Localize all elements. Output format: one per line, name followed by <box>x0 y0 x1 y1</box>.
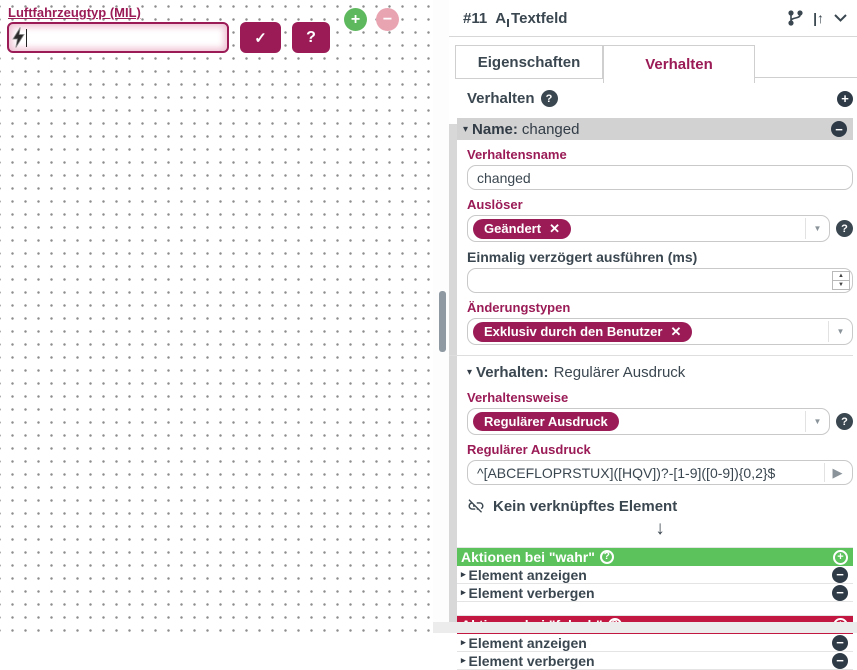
panel-header: #11 A Textfeld |↑ <box>449 0 857 37</box>
behavior-mode-section-label: Verhalten: <box>476 364 549 381</box>
dropdown-caret-icon[interactable]: ▼ <box>805 411 829 432</box>
mode-label: Verhaltensweise <box>467 390 853 405</box>
behavior-name-label: Verhaltensname <box>467 147 853 162</box>
change-types-label: Änderungstypen <box>467 300 853 315</box>
tab-eigenschaften[interactable]: Eigenschaften <box>455 45 603 79</box>
chevron-down-icon[interactable] <box>834 14 847 22</box>
actions-true-header: Aktionen bei "wahr" ? + <box>457 547 853 566</box>
action-label: Element verbergen <box>469 585 595 601</box>
trigger-tag: Geändert ✕ <box>473 219 571 239</box>
behavior-tab-content: Verhalten ? + ▾ Name: changed − Verhalte… <box>449 90 857 670</box>
canvas-scrollbar[interactable] <box>433 0 449 633</box>
delay-input[interactable] <box>467 268 853 293</box>
name-section-value: changed <box>522 121 580 138</box>
tab-verhalten[interactable]: Verhalten <box>603 45 755 83</box>
delay-label: Einmalig verzögert ausführen (ms) <box>467 249 853 265</box>
trigger-label: Auslöser <box>467 197 853 212</box>
move-up-icon[interactable]: |↑ <box>813 10 824 26</box>
textfield-icon: A <box>495 10 509 27</box>
action-row[interactable]: ▸ Element verbergen − <box>457 584 853 602</box>
lightning-icon <box>12 27 25 48</box>
linked-element-row: Kein verknüpftes Element <box>467 497 853 515</box>
regex-label: Regulärer Ausdruck <box>467 442 853 457</box>
field-label: Luftfahrzeugtyp (MIL) <box>8 5 141 20</box>
element-id: #11 <box>463 10 487 27</box>
expand-icon[interactable]: ▸ <box>461 569 466 580</box>
collapse-icon[interactable]: ▾ <box>463 124 468 135</box>
remove-behavior-button[interactable]: − <box>831 121 847 137</box>
expand-icon[interactable]: ▸ <box>461 587 466 598</box>
behavior-mode-section-header[interactable]: ▾ Verhalten: Regulärer Ausdruck <box>449 355 853 383</box>
flow-down-arrow: ↓ <box>467 518 853 540</box>
change-types-select[interactable]: Exklusiv durch den Benutzer ✕ ▼ <box>467 318 853 345</box>
form-canvas[interactable]: Luftfahrzeugtyp (MIL) ✓ ? + − <box>0 0 433 633</box>
remove-action-button[interactable]: − <box>832 585 848 601</box>
action-label: Element verbergen <box>469 653 595 669</box>
scrollbar-thumb[interactable] <box>439 291 446 352</box>
element-type-title: Textfeld <box>511 10 567 27</box>
action-row[interactable]: ▸ Element verbergen − <box>457 652 853 670</box>
text-cursor <box>26 29 27 47</box>
action-row[interactable]: ▸ Element anzeigen − <box>457 634 853 652</box>
expand-icon[interactable]: ▸ <box>461 637 466 648</box>
action-label: Element anzeigen <box>469 635 587 651</box>
behavior-mode-section-value: Regulärer Ausdruck <box>554 364 686 381</box>
dropdown-caret-icon[interactable]: ▼ <box>828 321 852 342</box>
remove-tag-icon[interactable]: ✕ <box>549 221 560 237</box>
remove-action-button[interactable]: − <box>832 567 848 583</box>
number-spinner[interactable]: ▲▼ <box>832 271 850 290</box>
behavior-name-input[interactable] <box>467 165 853 190</box>
collapse-icon[interactable]: ▾ <box>467 367 472 378</box>
text-field-preview[interactable] <box>7 22 229 53</box>
mode-tag: Regulärer Ausdruck <box>473 412 619 431</box>
regex-input[interactable] <box>467 460 853 485</box>
trigger-select[interactable]: Geändert ✕ ▼ <box>467 215 830 242</box>
behavior-title-row: Verhalten ? + <box>467 90 853 107</box>
mode-help-icon[interactable]: ? <box>836 413 853 430</box>
actions-true-title: Aktionen bei "wahr" <box>461 549 595 565</box>
behavior-help-icon[interactable]: ? <box>541 90 558 107</box>
test-regex-play-icon[interactable]: ▶ <box>824 463 850 482</box>
change-types-tag: Exklusiv durch den Benutzer ✕ <box>473 322 692 342</box>
confirm-button[interactable]: ✓ <box>240 22 281 53</box>
linked-element-text: Kein verknüpftes Element <box>493 498 677 515</box>
remove-tag-icon[interactable]: ✕ <box>670 324 681 340</box>
add-behavior-button[interactable]: + <box>837 91 853 107</box>
dropdown-caret-icon[interactable]: ▼ <box>805 218 829 239</box>
behavior-title: Verhalten <box>467 90 535 107</box>
actions-true-help-icon[interactable]: ? <box>600 550 614 564</box>
trigger-help-icon[interactable]: ? <box>836 220 853 237</box>
panel-tabs: Eigenschaften Verhalten <box>449 37 857 80</box>
mode-select[interactable]: Regulärer Ausdruck ▼ <box>467 408 830 435</box>
properties-panel: #11 A Textfeld |↑ Eigenschaften Verhalte… <box>449 0 857 633</box>
branch-icon[interactable] <box>788 10 803 26</box>
bottom-gutter <box>433 622 857 633</box>
add-action-true-button[interactable]: + <box>833 550 848 565</box>
remove-element-button[interactable]: − <box>376 8 399 31</box>
action-label: Element anzeigen <box>469 567 587 583</box>
action-row[interactable]: ▸ Element anzeigen − <box>457 566 853 584</box>
remove-action-button[interactable]: − <box>832 653 848 669</box>
add-element-button[interactable]: + <box>344 8 367 31</box>
tab-filler <box>755 45 857 78</box>
name-section-label: Name: <box>472 121 518 138</box>
expand-icon[interactable]: ▸ <box>461 655 466 666</box>
name-section-header[interactable]: ▾ Name: changed − <box>457 118 853 140</box>
field-help-button[interactable]: ? <box>292 22 330 53</box>
remove-action-button[interactable]: − <box>832 635 848 651</box>
link-off-icon <box>467 497 485 515</box>
